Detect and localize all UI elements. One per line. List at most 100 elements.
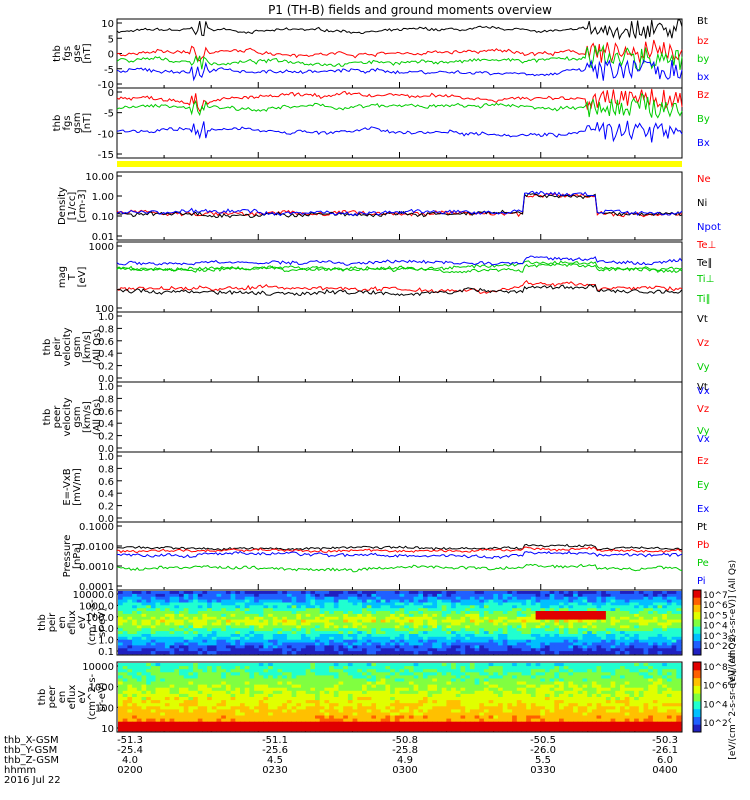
heatmap-cell xyxy=(207,669,213,673)
heatmap-cell xyxy=(272,700,278,704)
heatmap-cell xyxy=(605,642,611,646)
heatmap-cell xyxy=(465,611,471,615)
heatmap-cell xyxy=(197,648,203,652)
heatmap-cell xyxy=(240,700,246,704)
heatmap-cell xyxy=(587,634,593,638)
heatmap-cell xyxy=(118,619,124,623)
heatmap-cell xyxy=(244,672,250,676)
heatmap-cell xyxy=(352,639,358,643)
heatmap-cell xyxy=(188,616,194,621)
heatmap-cell xyxy=(230,651,236,655)
heatmap-cell xyxy=(141,706,147,710)
heatmap-cell xyxy=(193,642,199,646)
heatmap-cell xyxy=(347,625,353,629)
heatmap-cell xyxy=(582,663,588,667)
heatmap-cell xyxy=(488,675,494,679)
heatmap-cell xyxy=(601,678,607,682)
heatmap-cell xyxy=(310,593,316,598)
heatmap-cell xyxy=(385,605,391,609)
heatmap-cell xyxy=(329,593,335,598)
heatmap-cell xyxy=(127,693,133,698)
heatmap-cell xyxy=(380,619,386,623)
y-tick-label: 0.0 xyxy=(98,514,114,525)
heatmap-cell xyxy=(164,645,170,649)
heatmap-cell xyxy=(671,687,677,692)
heatmap-cell xyxy=(221,611,227,615)
heatmap-cell xyxy=(263,593,269,598)
heatmap-cell xyxy=(352,593,358,598)
heatmap-cell xyxy=(413,678,419,682)
heatmap-cell xyxy=(258,616,264,621)
heatmap-cell xyxy=(652,631,658,635)
heatmap-cell xyxy=(559,634,565,638)
heatmap-cell xyxy=(568,666,574,670)
heatmap-cell xyxy=(615,639,621,643)
heatmap-cell xyxy=(211,709,217,713)
heatmap-cell xyxy=(638,666,644,670)
heatmap-cell xyxy=(465,706,471,710)
heatmap-cell xyxy=(573,690,579,695)
heatmap-cell xyxy=(554,622,560,626)
heatmap-cell xyxy=(188,648,194,652)
heatmap-cell xyxy=(174,681,180,685)
heatmap-cell xyxy=(352,608,358,612)
heatmap-cell xyxy=(357,706,363,710)
heatmap-cell xyxy=(577,648,583,652)
heatmap-cell xyxy=(432,700,438,704)
heatmap-cell xyxy=(605,693,611,698)
heatmap-cell xyxy=(676,675,682,679)
heatmap-cell xyxy=(211,663,217,667)
heatmap-cell xyxy=(394,605,400,609)
heatmap-cell xyxy=(146,596,152,600)
heatmap-cell xyxy=(648,619,654,623)
heatmap-cell xyxy=(301,663,307,667)
heatmap-cell xyxy=(615,605,621,609)
heatmap-cell xyxy=(164,681,170,685)
heatmap-cell xyxy=(526,703,532,707)
heatmap-cell xyxy=(385,697,391,701)
heatmap-cell xyxy=(418,616,424,621)
heatmap-cell xyxy=(676,596,682,600)
heatmap-cell xyxy=(488,700,494,704)
heatmap-cell xyxy=(347,611,353,615)
heatmap-cell xyxy=(347,684,353,689)
heatmap-cell xyxy=(502,642,508,646)
heatmap-cell xyxy=(479,611,485,615)
heatmap-cell xyxy=(136,703,142,707)
heatmap-cell xyxy=(371,611,377,615)
heatmap-cell xyxy=(249,613,255,618)
heatmap-cell xyxy=(380,678,386,682)
heatmap-cell xyxy=(451,602,457,606)
heatmap-cell xyxy=(277,672,283,676)
heatmap-cell xyxy=(587,693,593,698)
heatmap-cell xyxy=(643,669,649,673)
heatmap-cell xyxy=(620,605,626,609)
heatmap-cell xyxy=(446,706,452,710)
heatmap-cell xyxy=(371,622,377,626)
heatmap-cell xyxy=(535,663,541,667)
heatmap-cell xyxy=(160,605,166,609)
heatmap-cell xyxy=(268,663,274,667)
heatmap-cell xyxy=(493,663,499,667)
heatmap-cell xyxy=(179,684,185,689)
heatmap-cell xyxy=(272,596,278,600)
heatmap-cell xyxy=(324,642,330,646)
heatmap-cell xyxy=(235,619,241,623)
heatmap-cell xyxy=(638,663,644,667)
heatmap-cell xyxy=(347,593,353,598)
heatmap-cell xyxy=(164,628,170,632)
heatmap-cell xyxy=(235,631,241,635)
heatmap-cell xyxy=(366,675,372,679)
heatmap-cell xyxy=(230,703,236,707)
heatmap-cell xyxy=(643,709,649,713)
heatmap-cell xyxy=(141,634,147,638)
heatmap-cell xyxy=(291,639,297,643)
heatmap-cell xyxy=(380,687,386,692)
heatmap-cell xyxy=(568,693,574,698)
heatmap-cell xyxy=(413,681,419,685)
heatmap-cell xyxy=(582,703,588,707)
heatmap-cell xyxy=(258,634,264,638)
heatmap-cell xyxy=(277,675,283,679)
y-tick-label: 0.0010 xyxy=(79,562,114,573)
